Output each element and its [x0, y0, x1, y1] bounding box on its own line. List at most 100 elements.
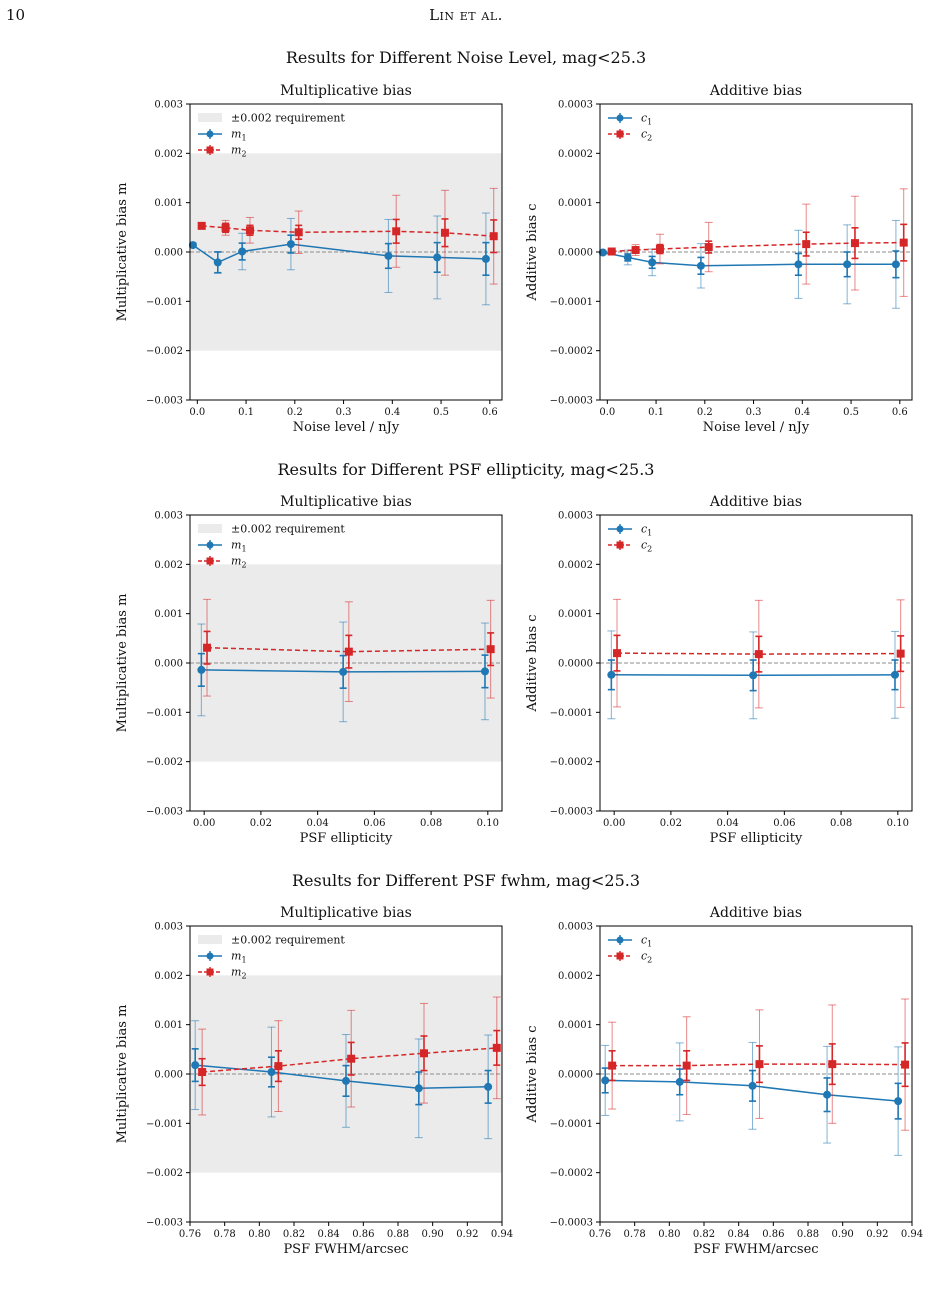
row-title-noise: Results for Different Noise Level, mag<2… [285, 48, 647, 67]
y-tick-label: −0.002 [146, 346, 183, 357]
legend-marker-m1 [206, 130, 214, 138]
legend-label-m2: m2 [231, 966, 247, 981]
y-tick-label: 0.0001 [558, 198, 593, 209]
data-point-m2 [245, 226, 254, 235]
series-m2 [203, 598, 495, 702]
y-tick-label: −0.0001 [550, 708, 593, 719]
data-point-c2 [682, 1061, 691, 1070]
x-tick-label: 0.78 [624, 1229, 646, 1240]
y-tick-label: 0.001 [154, 198, 183, 209]
series-m1 [191, 1020, 493, 1140]
data-point-c1 [601, 1076, 610, 1085]
chart-panel-3: 0.00 0.02 0.04 0.06 0.08 0.10 −0.0003 −0.0002 −0… [525, 494, 913, 846]
y-tick-label: 0.000 [154, 248, 183, 259]
x-tick-label: 0.00 [603, 818, 625, 829]
data-point-c2 [899, 238, 908, 247]
y-tick-label: −0.002 [146, 757, 183, 768]
legend-band-label: ±0.002 requirement [231, 934, 345, 947]
x-axis-label: PSF ellipticity [300, 831, 393, 846]
x-tick-label: 0.2 [697, 407, 713, 418]
y-tick-label: −0.0002 [550, 1168, 593, 1179]
data-point-c1 [794, 260, 803, 269]
series-line-c2 [616, 652, 901, 655]
y-tick-label: 0.003 [154, 100, 183, 111]
data-point-m2 [392, 227, 401, 236]
y-tick-label: −0.001 [146, 297, 183, 308]
page-number: 10 [6, 6, 26, 24]
y-tick-label: −0.002 [146, 1168, 183, 1179]
x-tick-label: 0.94 [491, 1229, 513, 1240]
panel-title: Additive bias [709, 494, 802, 510]
data-point-m1 [339, 667, 348, 676]
data-point-m1 [238, 247, 247, 256]
y-tick-label: −0.003 [146, 807, 183, 818]
data-point-c2 [704, 243, 713, 252]
data-point-c1 [823, 1090, 832, 1099]
data-point-m1 [342, 1076, 350, 1085]
x-tick-label: 0.3 [746, 407, 762, 418]
row-title-psf-ellipticity: Results for Different PSF ellipticity, m… [277, 460, 655, 479]
panel-title: Additive bias [709, 83, 802, 99]
x-tick-label: 0.06 [773, 818, 795, 829]
data-point-c1 [890, 670, 899, 679]
data-point-c2 [613, 649, 622, 658]
y-tick-label: 0.0002 [558, 971, 593, 982]
y-tick-label: 0.0002 [558, 560, 593, 571]
x-tick-label: 0.02 [660, 818, 682, 829]
x-tick-label: 0.86 [762, 1229, 784, 1240]
x-tick-label: 0.88 [387, 1229, 409, 1240]
data-point-c2 [631, 246, 640, 255]
x-tick-label: 0.08 [830, 818, 852, 829]
y-tick-label: 0.0003 [558, 100, 593, 111]
y-tick-label: 0.0000 [558, 1070, 593, 1081]
data-point-m1 [480, 667, 489, 676]
x-tick-label: 0.82 [283, 1229, 305, 1240]
chart-panel-5: 0.76 0.78 0.80 0.82 0.84 0.86 0.88 0.90 0.92 0.94… [525, 905, 923, 1257]
panel-title: Multiplicative bias [280, 494, 412, 510]
x-tick-label: 0.88 [797, 1229, 819, 1240]
x-tick-label: 0.5 [843, 407, 859, 418]
y-tick-label: 0.0001 [558, 1020, 593, 1031]
data-point-m1 [481, 254, 490, 263]
legend-marker-c2 [616, 130, 624, 138]
y-tick-label: 0.0000 [558, 659, 593, 670]
legend-marker-m2 [206, 968, 214, 976]
x-tick-label: 0.04 [717, 818, 739, 829]
series-line-m2 [206, 646, 491, 653]
x-tick-label: 0.4 [384, 407, 400, 418]
legend-band-swatch [198, 935, 222, 944]
y-tick-label: 0.002 [154, 560, 183, 571]
legend-marker-c1 [616, 936, 624, 944]
y-tick-label: −0.003 [146, 396, 183, 407]
data-point-c1 [607, 670, 616, 679]
data-point-c1 [749, 671, 758, 680]
y-tick-label: −0.001 [146, 1119, 183, 1130]
x-tick-label: 0.82 [693, 1229, 715, 1240]
data-point-c2 [901, 1060, 910, 1069]
x-axis-label: Noise level / nJy [703, 420, 810, 435]
series-c1 [601, 1041, 903, 1156]
y-tick-label: −0.0001 [550, 1119, 593, 1130]
data-point-m2 [347, 1054, 356, 1063]
legend-label-m2: m2 [231, 555, 247, 570]
x-tick-label: 0.84 [318, 1229, 340, 1240]
legend-label-c2: c2 [641, 539, 652, 554]
x-tick-label: 0.6 [892, 407, 908, 418]
legend-label-m1: m1 [231, 539, 247, 554]
data-point-m2 [420, 1049, 428, 1058]
data-point-m1 [191, 1061, 200, 1070]
x-tick-label: 0.10 [887, 818, 909, 829]
data-point-m2 [489, 232, 498, 241]
chart-panel-1: 0.0 0.1 0.2 0.3 0.4 0.5 0.6 −0.0003 −0.0002 −0.00… [525, 83, 913, 435]
y-tick-label: −0.0003 [550, 1218, 593, 1229]
data-point-m1 [484, 1082, 493, 1091]
x-tick-label: 0.08 [420, 818, 442, 829]
x-tick-label: 0.4 [794, 407, 810, 418]
y-tick-label: −0.0002 [550, 346, 593, 357]
legend-marker-m1 [206, 541, 214, 549]
